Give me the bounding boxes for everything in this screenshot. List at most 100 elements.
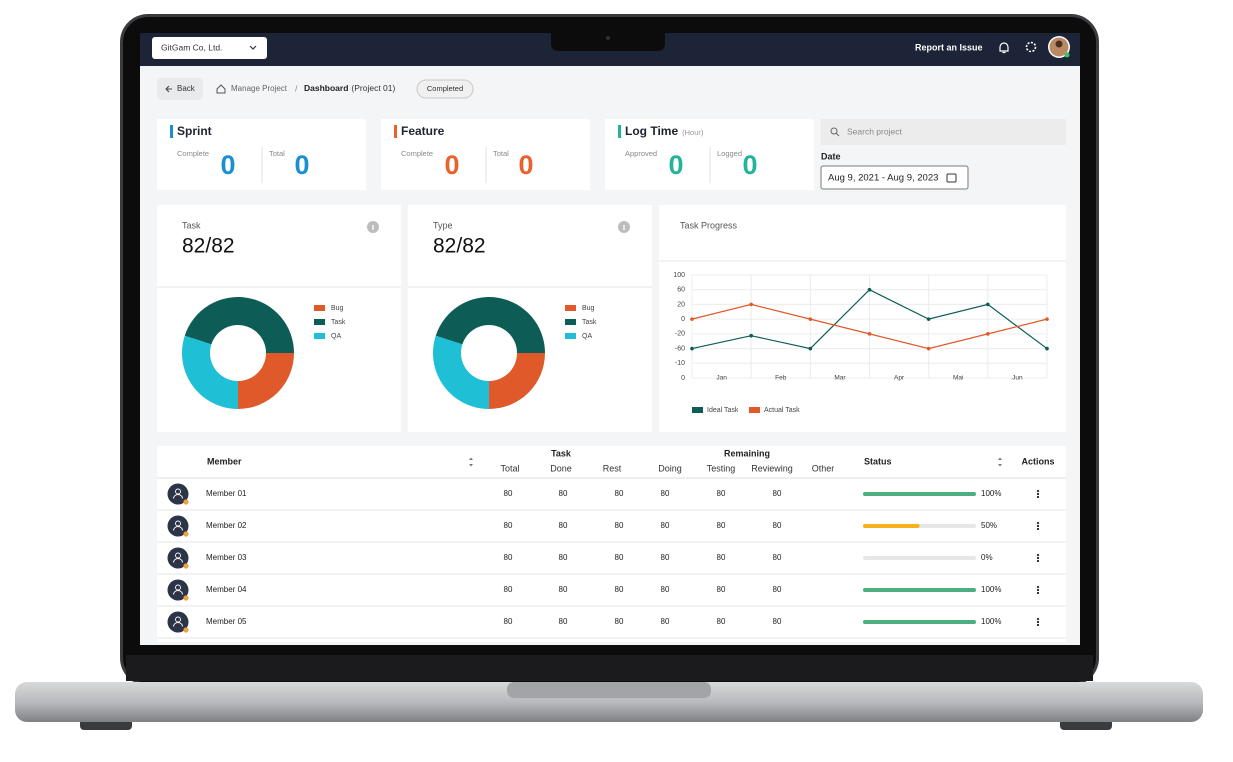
column-header: Reviewing xyxy=(751,463,793,473)
y-tick-label: 100 xyxy=(673,272,685,279)
sort-icon[interactable] xyxy=(998,457,1002,467)
cell-value: 80 xyxy=(615,617,624,626)
progress-label: 100% xyxy=(981,489,1001,498)
x-tick-label: Mar xyxy=(834,375,846,382)
member-name: Member 03 xyxy=(206,553,247,562)
kebab-dot[interactable] xyxy=(1036,591,1040,595)
cell-value: 80 xyxy=(773,521,782,530)
kebab-dot[interactable] xyxy=(1036,524,1040,528)
card-summary: 82/82 xyxy=(182,235,235,258)
kebab-dot[interactable] xyxy=(1036,556,1040,560)
avatar-head xyxy=(1055,40,1063,48)
status-label: Completed xyxy=(427,84,463,93)
cell-value: 80 xyxy=(661,617,670,626)
legend-swatch xyxy=(749,407,760,413)
cell-value: 80 xyxy=(773,553,782,562)
search-box[interactable] xyxy=(821,119,1066,145)
cell-value: 80 xyxy=(717,521,726,530)
kebab-dot[interactable] xyxy=(1036,623,1040,627)
x-tick-label: Jun xyxy=(1012,375,1023,382)
kebab-dot[interactable] xyxy=(1036,489,1040,493)
legend-label: QA xyxy=(331,333,341,340)
column-group: Task xyxy=(551,448,572,458)
cell-value: 80 xyxy=(773,617,782,626)
cell-value: 80 xyxy=(717,553,726,562)
status-pill xyxy=(416,79,474,99)
cell-value: 80 xyxy=(661,553,670,562)
kebab-dot[interactable] xyxy=(1036,617,1040,621)
kebab-dot[interactable] xyxy=(1036,521,1040,525)
series-point xyxy=(1045,317,1049,321)
cell-value: 80 xyxy=(559,553,568,562)
cell-value: 80 xyxy=(717,617,726,626)
cell-value: 80 xyxy=(504,489,513,498)
avatar-head xyxy=(175,584,181,591)
series-point xyxy=(986,302,990,307)
member-name: Member 04 xyxy=(206,585,247,594)
kebab-dot[interactable] xyxy=(1036,495,1040,499)
report-link[interactable]: Report an Issue xyxy=(915,42,983,52)
kebab-dot[interactable] xyxy=(1036,559,1040,563)
series-point xyxy=(808,346,813,351)
stat-accent xyxy=(618,125,621,138)
donut-slice xyxy=(238,353,294,409)
cell-value: 80 xyxy=(559,489,568,498)
cell-value: 80 xyxy=(717,489,726,498)
back-arrow xyxy=(165,85,172,93)
avatar-body xyxy=(173,622,183,627)
avatar-head xyxy=(175,520,181,527)
calendar-icon xyxy=(946,173,957,183)
card-summary: 82/82 xyxy=(433,235,486,258)
date-input[interactable] xyxy=(820,165,969,190)
cell-value: 80 xyxy=(559,521,568,530)
progress-label: 100% xyxy=(981,585,1001,594)
column-header: Member xyxy=(207,456,242,466)
status-dot xyxy=(183,531,189,537)
avatar-body xyxy=(173,526,183,531)
stat-value: 0 xyxy=(668,150,683,180)
avatar-head xyxy=(175,616,181,623)
base xyxy=(15,682,1203,722)
status-dot xyxy=(183,563,189,569)
cell-value: 80 xyxy=(504,553,513,562)
series-point xyxy=(1045,346,1049,351)
breadcrumb-parent[interactable]: Manage Project xyxy=(231,84,288,93)
back-button[interactable] xyxy=(157,78,203,100)
status-dot xyxy=(183,499,189,505)
column-header: Actions xyxy=(1021,456,1054,466)
series-point xyxy=(808,317,813,321)
series-point xyxy=(986,332,990,336)
avatar-body xyxy=(173,590,183,595)
legend-swatch xyxy=(692,407,703,413)
member-name: Member 05 xyxy=(206,617,247,626)
bell-icon[interactable] xyxy=(999,42,1009,54)
kebab-dot[interactable] xyxy=(1036,585,1040,589)
stat-label: Total xyxy=(269,149,285,158)
status-dot xyxy=(183,627,189,633)
y-tick-label: -20 xyxy=(675,331,685,338)
base-notch xyxy=(507,682,711,698)
status-dot xyxy=(183,595,189,601)
kebab-dot[interactable] xyxy=(1036,620,1040,624)
kebab-dot[interactable] xyxy=(1036,492,1040,496)
sort-icon[interactable] xyxy=(469,457,473,467)
stat-title: Log Time xyxy=(625,124,678,138)
stat-label: Total xyxy=(493,149,509,158)
legend-label: Task xyxy=(331,319,346,326)
cell-value: 80 xyxy=(661,521,670,530)
search-icon-handle xyxy=(835,132,840,137)
kebab-dot[interactable] xyxy=(1036,527,1040,531)
kebab-dot[interactable] xyxy=(1036,553,1040,557)
gear-icon[interactable] xyxy=(1025,41,1037,53)
company-dropdown[interactable] xyxy=(152,37,267,59)
search-icon xyxy=(830,127,838,135)
series-point xyxy=(749,302,753,307)
column-header: Done xyxy=(550,463,572,473)
donut-slice xyxy=(181,335,238,409)
legend-swatch xyxy=(314,333,325,339)
cell-value: 80 xyxy=(661,489,670,498)
kebab-dot[interactable] xyxy=(1036,588,1040,592)
cell-value: 80 xyxy=(615,585,624,594)
stat-value: 0 xyxy=(220,150,235,180)
